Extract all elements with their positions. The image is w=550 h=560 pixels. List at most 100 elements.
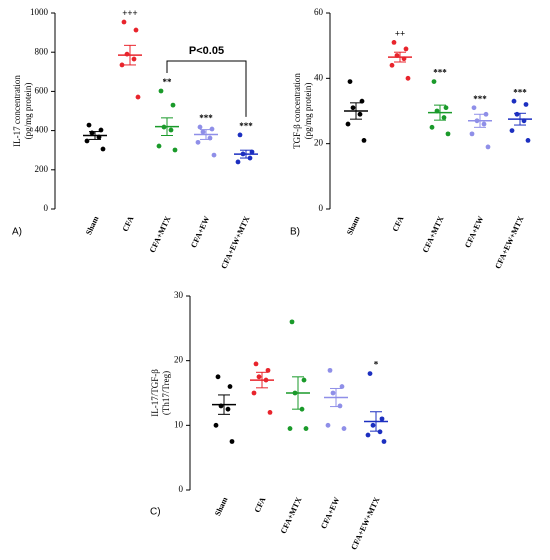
x-tick-label: Sham — [84, 215, 101, 237]
y-tick-label: 20 — [174, 355, 184, 365]
data-point — [391, 40, 397, 45]
data-point — [135, 94, 141, 100]
data-point — [471, 105, 477, 111]
data-point — [235, 159, 241, 165]
data-point — [485, 144, 491, 150]
bracket-label: P<0.05 — [189, 45, 224, 57]
data-point — [370, 422, 376, 428]
data-point — [341, 426, 347, 431]
y-tick-label: 60 — [314, 7, 324, 17]
data-point — [330, 390, 336, 396]
panel-label: C) — [150, 507, 161, 518]
x-tick-label: CFA+MTX — [148, 215, 173, 254]
data-point — [327, 367, 333, 373]
data-point — [514, 111, 520, 117]
data-point — [345, 121, 351, 127]
y-tick-label: 40 — [314, 72, 324, 82]
panel-label: A) — [12, 227, 22, 238]
data-point — [197, 124, 203, 130]
bracket — [166, 60, 247, 117]
data-point — [429, 124, 435, 130]
x-tick-label: CFA+EW — [319, 496, 341, 530]
data-point — [211, 152, 217, 158]
significance: * — [374, 360, 379, 370]
x-tick-label: CFA+EW+MTX — [349, 496, 381, 552]
data-point — [325, 422, 331, 428]
data-point — [337, 403, 343, 409]
data-point — [350, 105, 356, 111]
data-point — [225, 406, 231, 412]
data-point — [289, 319, 295, 325]
data-point — [525, 138, 531, 143]
data-point — [403, 46, 409, 52]
data-point — [361, 138, 367, 143]
data-point — [365, 432, 371, 438]
data-point — [119, 62, 125, 68]
significance: *** — [513, 87, 527, 97]
data-point — [287, 426, 293, 431]
significance: *** — [473, 94, 487, 104]
y-axis-label: IL-17 concentration — [12, 75, 22, 147]
y-tick-label: 600 — [35, 85, 49, 95]
significance: +++ — [122, 8, 137, 18]
y-tick-label: 0 — [44, 203, 49, 213]
x-tick-label: CFA+EW — [463, 215, 485, 249]
y-axis-label: IL-17/TGF-β — [150, 369, 160, 417]
y-tick-label: 20 — [314, 138, 324, 148]
data-point — [265, 367, 271, 373]
data-point — [172, 147, 178, 153]
data-point — [431, 79, 437, 84]
data-point — [511, 98, 517, 104]
x-tick-label: CFA — [253, 496, 268, 514]
y-tick-label: 200 — [35, 164, 49, 174]
data-point — [357, 111, 363, 117]
data-point — [209, 126, 215, 132]
x-tick-label: Sham — [213, 496, 230, 518]
significance: ** — [163, 77, 173, 87]
x-tick-label: Sham — [345, 215, 362, 237]
significance: *** — [199, 113, 213, 123]
data-point — [170, 102, 176, 108]
data-point — [303, 426, 309, 431]
data-point — [253, 361, 259, 367]
data-point — [339, 384, 345, 389]
data-point — [379, 416, 385, 422]
significance: ++ — [395, 28, 405, 38]
data-point — [389, 62, 395, 68]
data-point — [249, 149, 255, 155]
x-tick-label: CFA+EW+MTX — [493, 215, 525, 271]
data-point — [441, 115, 447, 120]
y-tick-label: 30 — [174, 290, 184, 300]
data-point — [131, 56, 137, 62]
data-point — [121, 19, 127, 25]
x-tick-label: CFA+MTX — [421, 215, 446, 254]
y-tick-label: 0 — [179, 484, 184, 494]
y-tick-label: 10 — [174, 419, 184, 429]
data-point — [377, 429, 383, 435]
data-point — [156, 143, 162, 149]
data-point — [523, 102, 529, 107]
data-point — [237, 132, 243, 138]
y-tick-label: 0 — [319, 203, 324, 213]
x-tick-label: CFA+EW — [189, 215, 211, 249]
y-tick-label: 1000 — [30, 7, 49, 17]
y-axis-label: (pg/mg protein) — [23, 83, 33, 140]
data-point — [227, 384, 233, 389]
data-point — [84, 138, 90, 144]
data-point — [509, 128, 515, 134]
y-axis-label: TGF-β concentration — [292, 73, 302, 149]
data-point — [445, 131, 451, 137]
data-point — [195, 139, 201, 145]
significance: *** — [433, 68, 447, 78]
x-tick-label: CFA+EW+MTX — [219, 215, 251, 271]
data-point — [215, 374, 221, 380]
data-point — [381, 439, 387, 444]
data-point — [301, 377, 307, 383]
y-axis-label: (pg/mg protein) — [303, 83, 313, 140]
data-point — [481, 121, 487, 127]
data-point — [256, 374, 262, 380]
y-tick-label: 400 — [35, 125, 49, 135]
data-point — [200, 129, 206, 135]
data-point — [229, 439, 235, 444]
